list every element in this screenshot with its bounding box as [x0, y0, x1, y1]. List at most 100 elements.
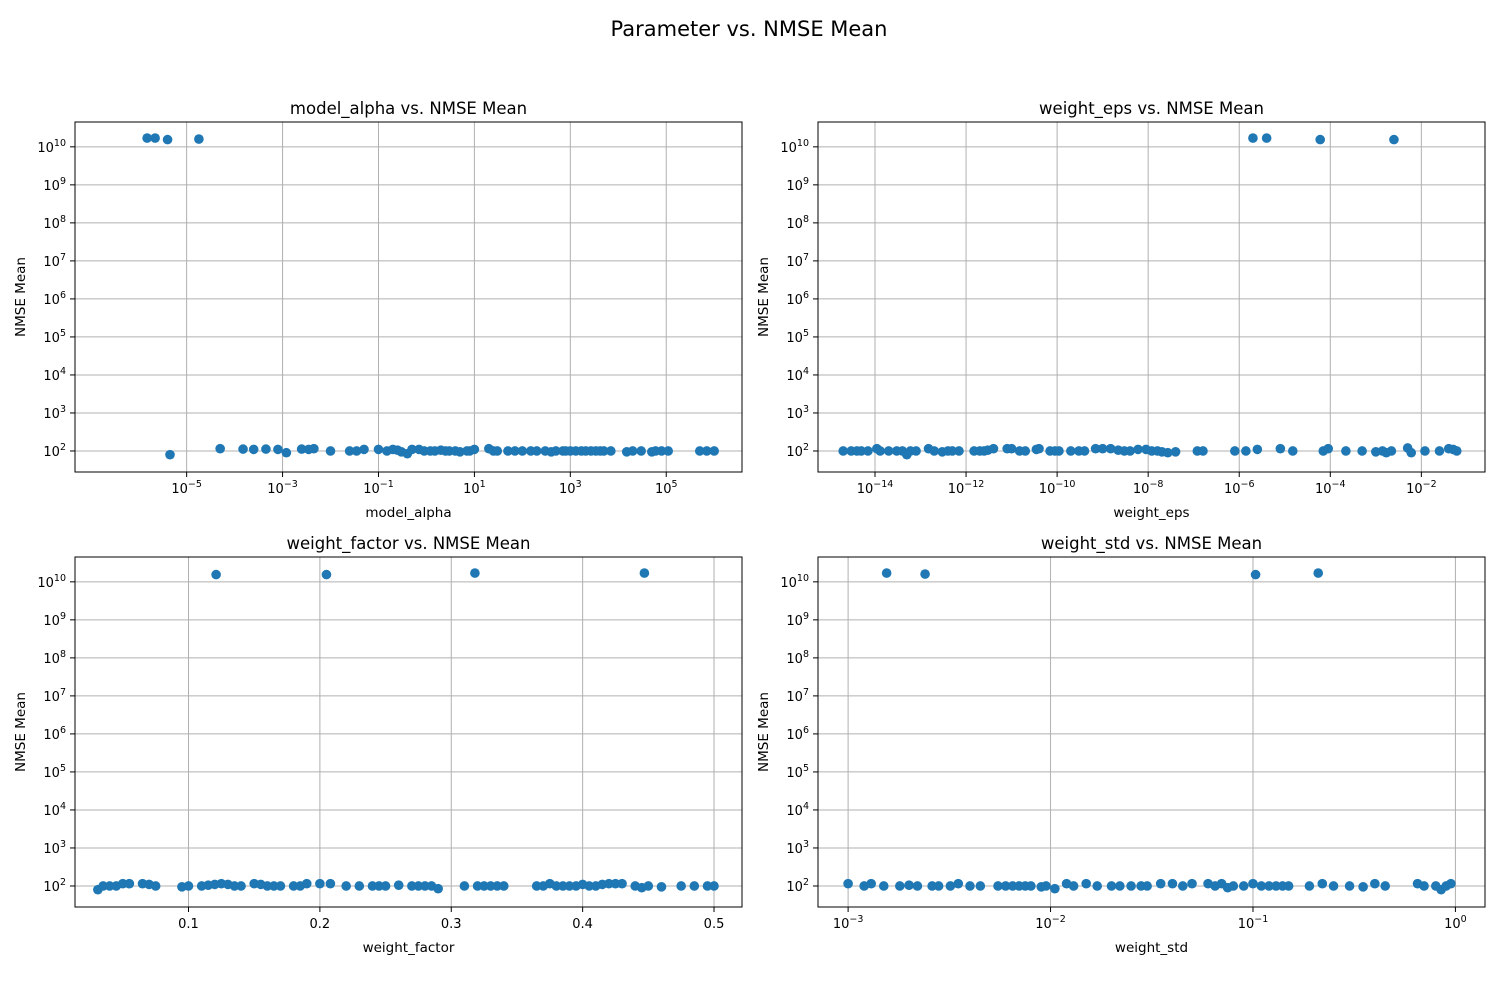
data-point	[1092, 881, 1102, 891]
data-point	[610, 878, 621, 889]
data-point	[503, 446, 513, 456]
data-point	[627, 446, 638, 456]
y-tick-label-base: 10	[786, 369, 803, 384]
data-point	[470, 568, 480, 578]
y-tick-label: 104	[786, 366, 809, 384]
y-tick-label-base: 10	[786, 445, 803, 460]
y-tick-label-base: 10	[786, 331, 803, 346]
y-tick-label-exponent: 4	[60, 801, 66, 812]
y-tick-label-base: 10	[786, 614, 803, 629]
data-point	[1066, 446, 1076, 456]
y-tick-label-base: 10	[37, 141, 54, 156]
data-point	[211, 569, 221, 580]
x-tick-label-exponent: −2	[1423, 479, 1437, 490]
data-point	[236, 881, 246, 891]
y-tick-label: 107	[786, 687, 809, 705]
data-point	[953, 878, 964, 889]
y-axis-label: NMSE Mean	[756, 257, 772, 337]
data-point	[636, 446, 646, 456]
data-point	[142, 133, 152, 143]
y-tick-label-exponent: 8	[60, 649, 66, 660]
y-tick-label: 109	[43, 176, 66, 194]
data-point	[296, 444, 307, 454]
y-tick-label: 102	[43, 877, 66, 895]
data-point	[689, 881, 700, 891]
data-point	[1252, 444, 1263, 455]
y-tick-label-exponent: 9	[803, 611, 809, 622]
data-point	[1155, 878, 1166, 889]
data-point	[584, 881, 595, 891]
data-point	[315, 878, 325, 889]
x-tick-label-base: 10	[1039, 482, 1056, 497]
y-tick-label-base: 10	[43, 179, 60, 194]
data-point	[643, 881, 654, 891]
data-point	[604, 878, 614, 889]
data-point	[1341, 446, 1351, 456]
data-point	[194, 134, 204, 144]
data-point	[1000, 881, 1011, 891]
x-tick-label: 10−12	[948, 479, 985, 497]
x-tick-label: 101	[463, 479, 486, 497]
y-tick-label-exponent: 8	[803, 214, 809, 225]
y-tick-label-base: 10	[786, 766, 803, 781]
x-tick-label-exponent: −3	[849, 914, 863, 925]
data-point	[1041, 881, 1051, 891]
data-point	[1230, 446, 1240, 456]
data-point	[238, 444, 248, 454]
data-point	[1328, 881, 1339, 891]
x-tick-label: 10−2	[1406, 479, 1437, 497]
y-tick-label-base: 10	[43, 614, 60, 629]
x-tick-label-base: 0.4	[572, 917, 593, 932]
data-point	[1020, 446, 1031, 456]
y-tick-label-exponent: 7	[803, 687, 809, 698]
data-point	[162, 134, 173, 145]
y-tick-label: 104	[43, 801, 66, 819]
data-point	[639, 568, 650, 578]
y-tick-label: 102	[43, 442, 66, 460]
y-tick-label: 108	[786, 214, 809, 232]
data-point	[393, 880, 404, 890]
data-point	[881, 568, 892, 578]
y-tick-label: 109	[786, 176, 809, 194]
data-point	[374, 881, 384, 891]
data-point	[499, 881, 509, 891]
data-point	[281, 447, 292, 458]
y-tick-label-exponent: 2	[60, 877, 66, 888]
plot-frame	[817, 121, 1486, 473]
data-point	[407, 444, 417, 455]
y-tick-label-base: 10	[786, 652, 803, 667]
x-tick-label-exponent: 3	[576, 479, 582, 490]
x-tick-label-base: 10	[267, 482, 284, 497]
data-point	[459, 881, 470, 891]
y-tick-label: 105	[786, 763, 809, 781]
x-tick-label: 10−4	[1315, 479, 1346, 497]
data-point	[301, 878, 312, 889]
data-point	[1241, 446, 1251, 456]
data-point	[933, 881, 944, 891]
x-tick-label: 10−1	[1238, 914, 1269, 932]
x-tick-label-base: 10	[1238, 917, 1255, 932]
y-tick-label: 1010	[37, 138, 66, 156]
y-tick-label: 106	[43, 290, 66, 308]
data-point	[1034, 443, 1044, 454]
y-tick-label: 107	[786, 252, 809, 270]
x-tick-label: 105	[655, 479, 678, 497]
y-tick-label-base: 10	[786, 728, 803, 743]
y-tick-label: 108	[43, 649, 66, 667]
plot-frame	[74, 556, 743, 908]
subplot-3: 0.1 0.2 0.3 0.4 0.51021031041051061071081091…	[13, 534, 743, 956]
data-point	[1097, 443, 1108, 454]
y-tick-label-base: 10	[780, 576, 797, 591]
data-point	[1105, 443, 1116, 454]
data-point	[1419, 881, 1429, 891]
data-point	[1446, 878, 1456, 889]
data-point	[1126, 881, 1136, 891]
data-point	[1198, 446, 1208, 456]
scatter-series	[843, 568, 1456, 895]
y-tick-label-base: 10	[786, 179, 803, 194]
y-tick-label: 107	[43, 252, 66, 270]
x-tick-label-exponent: −5	[188, 479, 202, 490]
data-point	[988, 443, 999, 454]
